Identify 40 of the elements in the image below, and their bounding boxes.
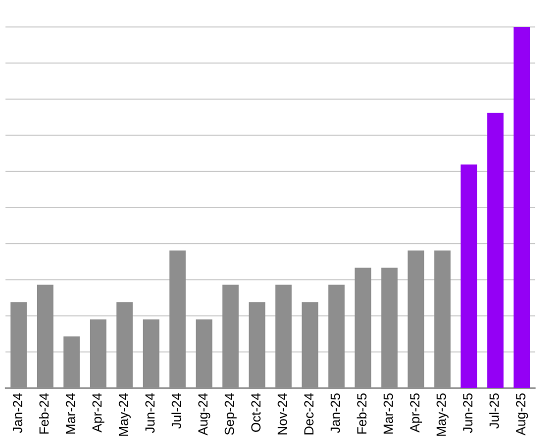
x-tick-label: Mar-25 xyxy=(384,393,393,434)
x-tick-label: Apr-24 xyxy=(92,393,104,432)
bar xyxy=(90,319,106,388)
x-tick-label: Apr-25 xyxy=(410,393,422,432)
x-tick-label: Feb-25 xyxy=(356,393,366,434)
x-tick-label: Jun-24 xyxy=(145,393,155,434)
x-tick-label: Jul-24 xyxy=(171,393,182,429)
bar xyxy=(36,284,54,388)
x-tick-label: Dec-24 xyxy=(304,393,314,434)
bar xyxy=(169,250,186,388)
bar xyxy=(275,284,292,388)
bar xyxy=(142,319,160,388)
x-tick-label: Sep-24 xyxy=(224,393,237,435)
x-tick-label: Aug-25 xyxy=(516,393,528,436)
x-tick-label: Jun-25 xyxy=(463,393,472,434)
bar xyxy=(328,284,345,388)
x-tick-label: Aug-24 xyxy=(198,393,210,436)
bar xyxy=(63,336,80,388)
x-tick-label: May-25 xyxy=(436,393,449,436)
x-tick-label: Feb-24 xyxy=(39,393,49,434)
bar xyxy=(248,302,266,388)
bar xyxy=(514,26,530,388)
bar xyxy=(381,268,398,388)
x-tick-label: Jan-25 xyxy=(330,393,340,434)
x-tick-label: Nov-24 xyxy=(278,393,288,434)
x-tick-label: Mar-24 xyxy=(66,393,76,434)
bar xyxy=(196,319,212,388)
bar xyxy=(10,302,27,388)
bar xyxy=(460,164,478,388)
bar xyxy=(434,250,451,388)
bar xyxy=(302,302,318,388)
bar xyxy=(222,284,239,388)
x-tick-label: Jan-24 xyxy=(12,393,22,434)
bar xyxy=(487,112,504,388)
bar xyxy=(116,302,133,388)
x-tick-label: May-24 xyxy=(118,393,131,436)
x-tick-label: Oct-24 xyxy=(251,393,261,432)
bar xyxy=(408,250,424,388)
x-tick-label: Jul-25 xyxy=(489,393,499,429)
bar xyxy=(354,268,372,388)
